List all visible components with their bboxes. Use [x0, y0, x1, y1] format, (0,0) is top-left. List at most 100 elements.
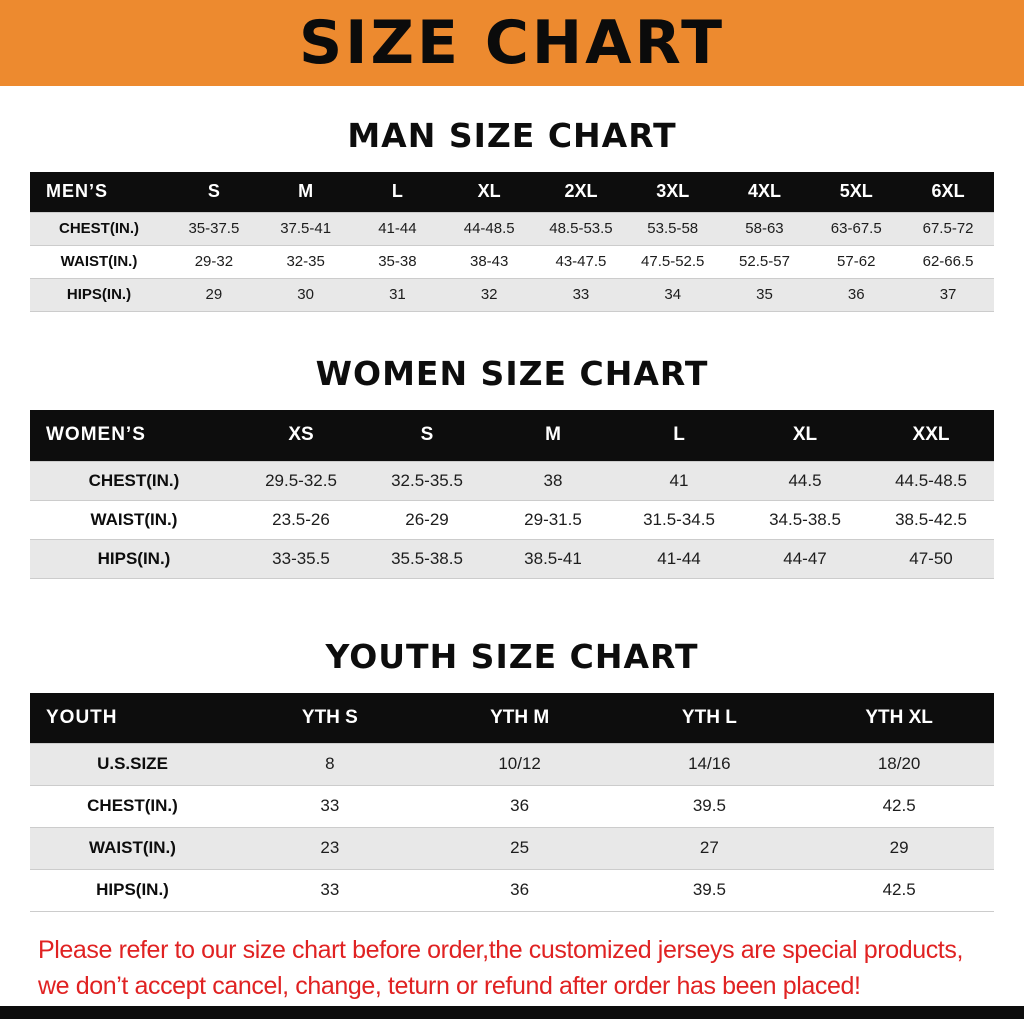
- size-value: 33: [235, 868, 425, 912]
- size-column-header: 5XL: [810, 172, 903, 212]
- size-value: 38: [490, 461, 616, 501]
- size-column-header: M: [490, 409, 616, 462]
- size-column-header: 2XL: [535, 172, 627, 212]
- section-title: MAN SIZE CHART: [347, 116, 677, 155]
- size-column-header: M: [259, 172, 352, 212]
- size-value: 29-31.5: [490, 500, 616, 540]
- table-group-label: WOMEN’S: [30, 409, 238, 462]
- size-value: 18/20: [804, 742, 994, 786]
- measurement-row: HIPS(IN.) 33 36 39.5 42.5: [30, 868, 994, 912]
- size-value: 67.5-72: [902, 211, 994, 246]
- size-table: MEN’S S M L XL 2XL 3XL 4XL 5XL 6XL CHEST(IN.) 35-37…: [30, 172, 994, 312]
- measurement-row: WAIST(IN.) 29-32 32-35 35-38 38-43 43-47.5 47.…: [30, 244, 994, 279]
- table-group-label: YOUTH: [30, 693, 235, 743]
- size-column-header: S: [168, 172, 260, 212]
- size-value: 41-44: [616, 539, 742, 579]
- size-value: 23: [235, 826, 425, 870]
- size-value: 44.5: [742, 461, 868, 501]
- measurement-label: CHEST(IN.): [30, 211, 168, 246]
- size-value: 47-50: [868, 539, 994, 579]
- size-value: 14/16: [614, 742, 805, 786]
- size-value: 43-47.5: [535, 244, 627, 279]
- size-value: 34: [626, 277, 719, 312]
- size-value: 25: [424, 826, 615, 870]
- size-value: 48.5-53.5: [535, 211, 627, 246]
- size-value: 29: [168, 277, 260, 312]
- size-value: 58-63: [718, 211, 811, 246]
- size-value: 29.5-32.5: [238, 461, 364, 501]
- size-value: 30: [259, 277, 352, 312]
- size-value: 52.5-57: [718, 244, 811, 279]
- size-value: 42.5: [804, 784, 994, 828]
- size-column-header: 6XL: [902, 172, 994, 212]
- size-value: 57-62: [810, 244, 903, 279]
- size-column-header: L: [351, 172, 444, 212]
- size-value: 35.5-38.5: [364, 539, 490, 579]
- size-table: WOMEN’S XS S M L XL XXL CHEST(IN.) 29.5-32.5 32.5…: [30, 409, 994, 579]
- size-value: 63-67.5: [810, 211, 903, 246]
- size-value: 37: [902, 277, 994, 312]
- size-chart-section: WOMEN SIZE CHART WOMEN’S XS S M L XL XXL CHEST(I…: [0, 353, 1024, 579]
- size-value: 32.5-35.5: [364, 461, 490, 501]
- size-value: 36: [810, 277, 903, 312]
- size-value: 29-32: [168, 244, 260, 279]
- size-value: 42.5: [804, 868, 994, 912]
- size-column-header: YTH M: [424, 693, 615, 743]
- size-value: 33: [235, 784, 425, 828]
- table-body: CHEST(IN.) 29.5-32.5 32.5-35.5 38 41 44.5 44.5…: [30, 461, 994, 579]
- table-header-row: MEN’S S M L XL 2XL 3XL 4XL 5XL 6XL: [30, 172, 994, 212]
- measurement-label: WAIST(IN.): [30, 244, 168, 279]
- section-title: YOUTH SIZE CHART: [325, 637, 699, 676]
- size-value: 31: [351, 277, 444, 312]
- size-column-header: XS: [238, 409, 364, 462]
- size-value: 33-35.5: [238, 539, 364, 579]
- size-value: 32: [443, 277, 536, 312]
- size-value: 44.5-48.5: [868, 461, 994, 501]
- size-value: 35-37.5: [168, 211, 260, 246]
- size-value: 41: [616, 461, 742, 501]
- table-head: MEN’S S M L XL 2XL 3XL 4XL 5XL 6XL: [30, 172, 994, 212]
- measurement-label: CHEST(IN.): [30, 461, 238, 501]
- measurement-row: U.S.SIZE 8 10/12 14/16 18/20: [30, 742, 994, 786]
- measurement-label: HIPS(IN.): [30, 868, 235, 912]
- section-title: WOMEN SIZE CHART: [315, 353, 709, 393]
- size-column-header: XXL: [868, 409, 994, 462]
- footer-note-line2: we don’t accept cancel, change, teturn o…: [38, 971, 861, 1000]
- size-value: 47.5-52.5: [626, 244, 719, 279]
- table-body: U.S.SIZE 8 10/12 14/16 18/20 CHEST(IN.) 33 36 39…: [30, 742, 994, 912]
- size-value: 34.5-38.5: [742, 500, 868, 540]
- size-column-header: XL: [443, 172, 536, 212]
- size-value: 32-35: [259, 244, 352, 279]
- size-value: 36: [424, 784, 615, 828]
- size-value: 44-47: [742, 539, 868, 579]
- measurement-row: WAIST(IN.) 23.5-26 26-29 29-31.5 31.5-34.5 34…: [30, 500, 994, 540]
- measurement-label: HIPS(IN.): [30, 539, 238, 579]
- size-column-header: YTH L: [614, 693, 805, 743]
- size-table: YOUTH YTH S YTH M YTH L YTH XL U.S.SIZE 8 10/12…: [30, 693, 994, 912]
- table-head: YOUTH YTH S YTH M YTH L YTH XL: [30, 693, 994, 743]
- table-header-row: WOMEN’S XS S M L XL XXL: [30, 409, 994, 462]
- table-group-label: MEN’S: [30, 172, 168, 212]
- size-value: 35-38: [351, 244, 444, 279]
- size-value: 41-44: [351, 211, 444, 246]
- size-value: 36: [424, 868, 615, 912]
- table-header-row: YOUTH YTH S YTH M YTH L YTH XL: [30, 693, 994, 743]
- content: MAN SIZE CHART MEN’S S M L XL 2XL 3XL 4XL 5XL 6XL C…: [0, 116, 1024, 1004]
- size-chart-section: YOUTH SIZE CHART YOUTH YTH S YTH M YTH L YTH …: [0, 637, 1024, 912]
- size-column-header: YTH S: [235, 693, 425, 743]
- banner: SIZE CHART: [0, 0, 1024, 86]
- table-head: WOMEN’S XS S M L XL XXL: [30, 409, 994, 462]
- size-chart-section: MAN SIZE CHART MEN’S S M L XL 2XL 3XL 4XL 5XL 6XL C…: [0, 116, 1024, 312]
- measurement-row: HIPS(IN.) 29 30 31 32 33 34 35 36 37: [30, 277, 994, 312]
- measurement-label: WAIST(IN.): [30, 826, 235, 870]
- size-value: 38.5-41: [490, 539, 616, 579]
- size-value: 53.5-58: [626, 211, 719, 246]
- size-column-header: 3XL: [626, 172, 719, 212]
- size-value: 27: [614, 826, 805, 870]
- footer-note-line1: Please refer to our size chart before or…: [38, 935, 963, 964]
- size-column-header: XL: [742, 409, 868, 462]
- footer-note: Please refer to our size chart before or…: [38, 932, 1024, 1004]
- size-value: 33: [535, 277, 627, 312]
- size-column-header: L: [616, 409, 742, 462]
